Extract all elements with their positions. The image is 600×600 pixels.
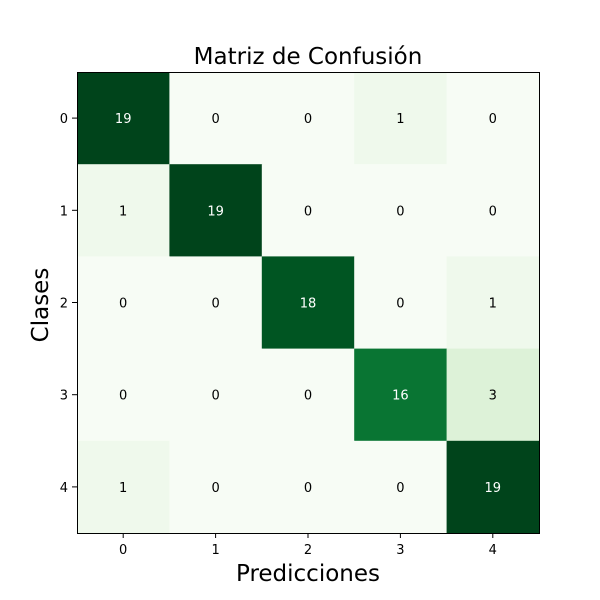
heatmap-cell-r2-c4 <box>446 256 540 350</box>
y-axis-label: Clases <box>28 268 54 343</box>
heatmap-cell-r1-c4 <box>446 164 540 257</box>
cell-value-label: 0 <box>304 204 312 219</box>
heatmap-cell-r4-c1 <box>169 440 263 534</box>
x-tick-label: 2 <box>304 543 312 558</box>
y-tick-label: 1 <box>60 204 68 219</box>
y-tick-label: 0 <box>60 112 68 127</box>
heatmap-cell-r4-c3 <box>354 440 448 534</box>
cell-value-label: 0 <box>396 297 404 312</box>
heatmap-cell-r0-c0 <box>77 72 170 165</box>
x-axis-label: Predicciones <box>236 561 380 587</box>
heatmap-cell-r4-c2 <box>261 440 355 534</box>
y-tick-label: 2 <box>60 297 68 312</box>
y-axis-ticks: 0 1 2 3 4 <box>60 112 77 496</box>
x-axis-ticks: 0 1 2 3 4 <box>119 533 497 558</box>
cell-value-label: 0 <box>489 204 497 219</box>
cell-value-label: 1 <box>119 481 127 496</box>
cell-value-label: 0 <box>304 481 312 496</box>
cell-value-label: 18 <box>300 297 317 312</box>
cell-value-label: 0 <box>304 389 312 404</box>
x-tick-label: 1 <box>211 543 219 558</box>
heatmap-cell-r3-c4 <box>446 348 540 442</box>
cell-value-label: 3 <box>489 389 497 404</box>
cell-value-label: 1 <box>489 297 497 312</box>
heatmap-cell-r1-c3 <box>354 164 448 257</box>
cell-value-label: 0 <box>489 112 497 127</box>
cell-value-label: 0 <box>119 297 127 312</box>
heatmap-cell-r0-c1 <box>169 72 263 165</box>
heatmap-cell-labels: 19 0 0 1 0 1 19 0 0 0 0 0 18 0 1 0 0 0 16 3 1 0 0 0 19 <box>115 112 501 496</box>
x-tick-label: 3 <box>396 543 404 558</box>
heatmap-cell-r2-c1 <box>169 256 263 350</box>
cell-value-label: 1 <box>396 112 404 127</box>
cell-value-label: 0 <box>396 204 404 219</box>
heatmap-cell-r2-c2 <box>261 256 355 350</box>
x-tick-label: 0 <box>119 543 127 558</box>
heatmap-cell-r0-c2 <box>261 72 355 165</box>
heatmap-cell-r2-c0 <box>77 256 170 350</box>
cell-value-label: 0 <box>119 389 127 404</box>
chart-title: Matriz de Confusión <box>194 44 423 70</box>
cell-value-label: 0 <box>396 481 404 496</box>
x-tick-label: 4 <box>489 543 497 558</box>
heatmap-cell-r1-c0 <box>77 164 170 257</box>
cell-value-label: 16 <box>392 389 409 404</box>
heatmap-cell-r0-c4 <box>446 72 540 165</box>
heatmap-cell-r4-c4 <box>446 440 540 534</box>
heatmap-cell-r3-c0 <box>77 348 170 442</box>
heatmap-cell-r4-c0 <box>77 440 170 534</box>
y-tick-label: 3 <box>60 389 68 404</box>
cell-value-label: 0 <box>211 112 219 127</box>
cell-value-label: 1 <box>119 204 127 219</box>
heatmap-cell-r1-c1 <box>169 164 263 257</box>
cell-value-label: 0 <box>304 112 312 127</box>
cell-value-label: 0 <box>211 389 219 404</box>
cell-value-label: 0 <box>211 481 219 496</box>
heatmap-cell-r3-c3 <box>354 348 448 442</box>
heatmap-cell-r3-c2 <box>261 348 355 442</box>
cell-value-label: 19 <box>485 481 502 496</box>
cell-value-label: 0 <box>211 297 219 312</box>
heatmap-cell-r0-c3 <box>354 72 448 165</box>
cell-value-label: 19 <box>115 112 132 127</box>
y-tick-label: 4 <box>60 481 68 496</box>
heatmap-cell-r3-c1 <box>169 348 263 442</box>
heatmap-cells <box>77 72 540 534</box>
heatmap-cell-r2-c3 <box>354 256 448 350</box>
heatmap-cell-r1-c2 <box>261 164 355 257</box>
cell-value-label: 19 <box>207 204 224 219</box>
